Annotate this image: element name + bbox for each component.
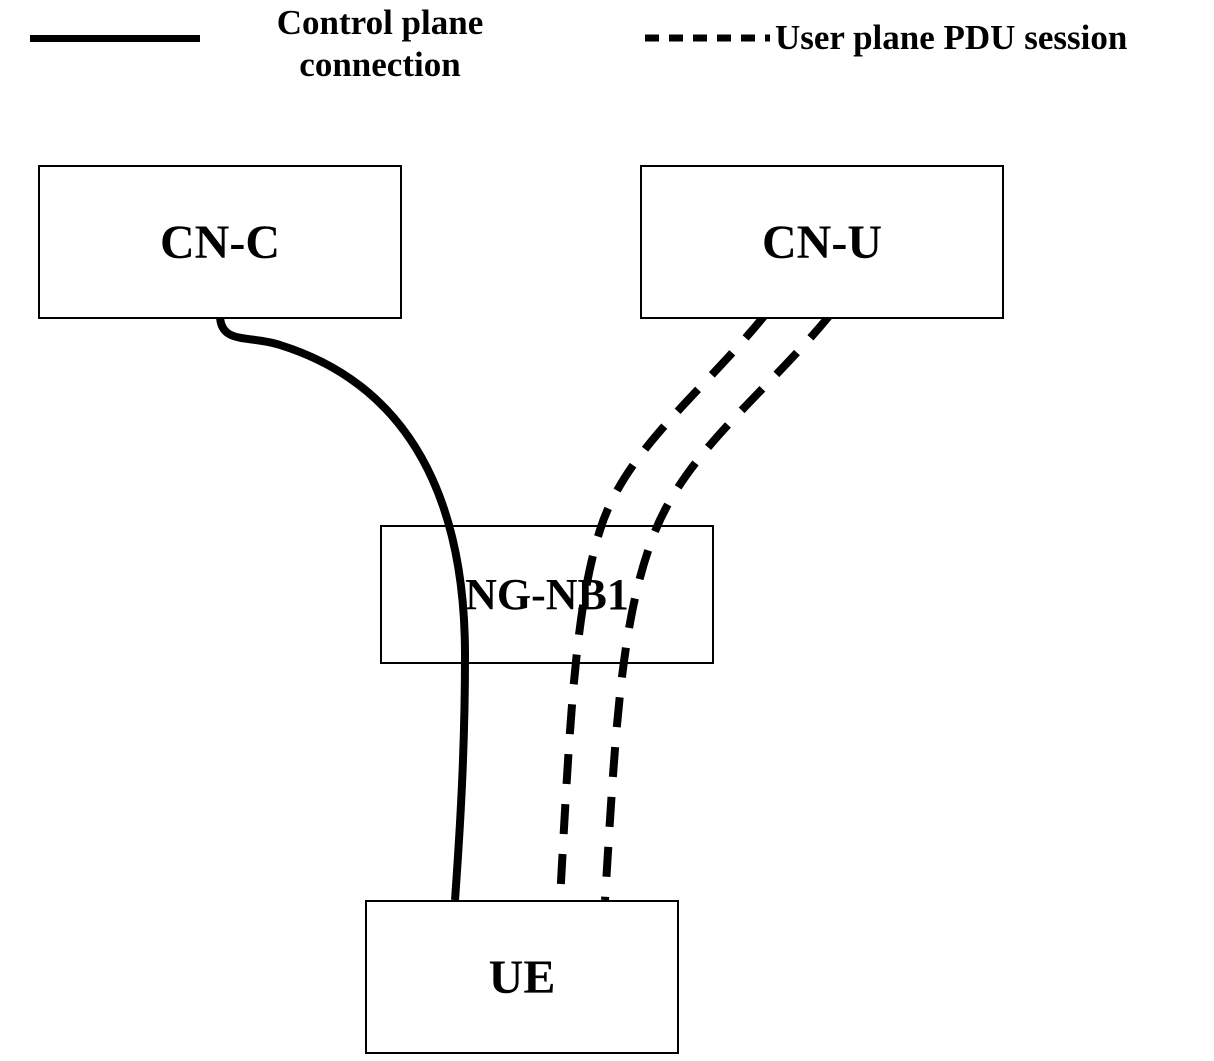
node-cnu: CN-U [640,165,1004,319]
legend-user-plane-label: User plane PDU session [775,18,1214,58]
legend-control-line1: Control plane connection [277,3,483,84]
node-ngnb1-label: NG-NB1 [465,569,629,620]
legend-solid-line [30,35,200,42]
node-cnc: CN-C [38,165,402,319]
node-ngnb1: NG-NB1 [380,525,714,664]
node-ue: UE [365,900,679,1054]
legend-control-plane-label: Control plane connection [230,2,530,86]
node-cnc-label: CN-C [160,215,280,270]
node-ue-label: UE [489,950,556,1005]
node-cnu-label: CN-U [762,215,882,270]
